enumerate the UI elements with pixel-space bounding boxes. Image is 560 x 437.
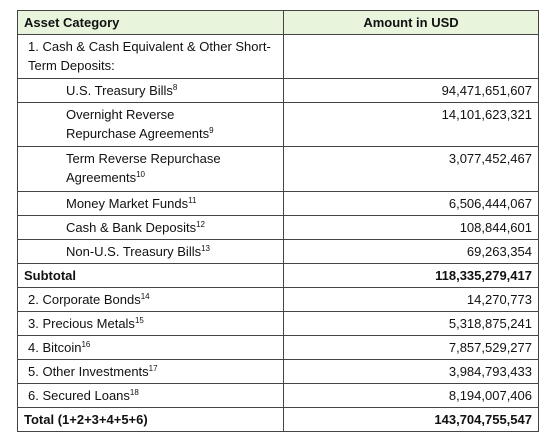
table-row: 3. Precious Metals15 5,318,875,241 bbox=[17, 311, 539, 336]
footnote-ref: 18 bbox=[129, 388, 139, 397]
table-row: U.S. Treasury Bills8 94,471,651,607 bbox=[17, 78, 539, 103]
amount-cell: 94,471,651,607 bbox=[283, 78, 539, 103]
footnote-ref: 10 bbox=[136, 170, 145, 179]
footnote-ref: 16 bbox=[81, 340, 91, 349]
category-cell: 4. Bitcoin16 bbox=[17, 335, 284, 360]
footnote-ref: 9 bbox=[209, 126, 214, 135]
amount-cell: 8,194,007,406 bbox=[283, 383, 539, 408]
table-row: 1. Cash & Cash Equivalent & Other Short-… bbox=[17, 34, 539, 79]
category-label: Overnight Reverse Repurchase Agreements bbox=[66, 107, 210, 141]
category-label: 6. Secured Loans bbox=[28, 388, 130, 403]
category-label: Non-U.S. Treasury Bills bbox=[66, 244, 202, 259]
amount-cell: 14,270,773 bbox=[283, 287, 539, 312]
amount-cell: 7,857,529,277 bbox=[283, 335, 539, 360]
category-label: Cash & Bank Deposits bbox=[66, 220, 197, 235]
table-row: Total (1+2+3+4+5+6) 143,704,755,547 bbox=[17, 407, 539, 432]
table-row: Overnight Reverse Repurchase Agreements9… bbox=[17, 102, 539, 147]
category-label: Total (1+2+3+4+5+6) bbox=[24, 412, 148, 427]
category-label: U.S. Treasury Bills bbox=[66, 83, 173, 98]
category-cell: 6. Secured Loans18 bbox=[17, 383, 284, 408]
amount-cell: 143,704,755,547 bbox=[283, 407, 539, 432]
category-cell: Overnight Reverse Repurchase Agreements9 bbox=[17, 102, 284, 147]
category-label: 1. Cash & Cash Equivalent & Other Short-… bbox=[28, 39, 271, 73]
amount-cell: 6,506,444,067 bbox=[283, 191, 539, 216]
asset-table: Asset Category Amount in USD 1. Cash & C… bbox=[17, 10, 539, 432]
category-cell: 5. Other Investments17 bbox=[17, 359, 284, 384]
table-row: Cash & Bank Deposits12 108,844,601 bbox=[17, 215, 539, 240]
footnote-ref: 11 bbox=[188, 196, 197, 205]
amount-cell: 3,984,793,433 bbox=[283, 359, 539, 384]
footnote-ref: 14 bbox=[140, 292, 150, 301]
table-row: Subtotal 118,335,279,417 bbox=[17, 263, 539, 288]
amount-cell: 3,077,452,467 bbox=[283, 146, 539, 192]
category-cell: 2. Corporate Bonds14 bbox=[17, 287, 284, 312]
header-row: Asset Category Amount in USD bbox=[17, 10, 539, 35]
category-cell: 3. Precious Metals15 bbox=[17, 311, 284, 336]
header-cell: Amount in USD bbox=[283, 10, 539, 35]
category-label: Subtotal bbox=[24, 268, 76, 283]
table-body: 1. Cash & Cash Equivalent & Other Short-… bbox=[17, 34, 539, 432]
category-cell: 1. Cash & Cash Equivalent & Other Short-… bbox=[17, 34, 284, 79]
category-cell: Money Market Funds11 bbox=[17, 191, 284, 216]
category-label: 3. Precious Metals bbox=[28, 316, 135, 331]
category-label: 2. Corporate Bonds bbox=[28, 292, 141, 307]
amount-cell: 69,263,354 bbox=[283, 239, 539, 264]
header-cell: Asset Category bbox=[17, 10, 284, 35]
amount-cell: 5,318,875,241 bbox=[283, 311, 539, 336]
category-cell: Subtotal bbox=[17, 263, 284, 288]
footnote-ref: 12 bbox=[196, 220, 205, 229]
category-cell: Total (1+2+3+4+5+6) bbox=[17, 407, 284, 432]
footnote-ref: 15 bbox=[134, 316, 144, 325]
category-label: 5. Other Investments bbox=[28, 364, 149, 379]
table-row: Non-U.S. Treasury Bills13 69,263,354 bbox=[17, 239, 539, 264]
table-row: 5. Other Investments17 3,984,793,433 bbox=[17, 359, 539, 384]
table-row: 4. Bitcoin16 7,857,529,277 bbox=[17, 335, 539, 360]
table-row: Term Reverse Repurchase Agreements10 3,07… bbox=[17, 146, 539, 192]
category-cell: Term Reverse Repurchase Agreements10 bbox=[17, 146, 284, 192]
footnote-ref: 13 bbox=[201, 244, 210, 253]
amount-cell bbox=[283, 34, 539, 79]
amount-cell: 118,335,279,417 bbox=[283, 263, 539, 288]
table-row: Money Market Funds11 6,506,444,067 bbox=[17, 191, 539, 216]
category-cell: Cash & Bank Deposits12 bbox=[17, 215, 284, 240]
category-cell: Non-U.S. Treasury Bills13 bbox=[17, 239, 284, 264]
category-label: 4. Bitcoin bbox=[28, 340, 82, 355]
footnote-ref: 17 bbox=[148, 364, 158, 373]
amount-cell: 14,101,623,321 bbox=[283, 102, 539, 147]
table-row: 2. Corporate Bonds14 14,270,773 bbox=[17, 287, 539, 312]
amount-cell: 108,844,601 bbox=[283, 215, 539, 240]
category-cell: U.S. Treasury Bills8 bbox=[17, 78, 284, 103]
footnote-ref: 8 bbox=[172, 83, 178, 92]
category-label: Term Reverse Repurchase Agreements bbox=[66, 151, 221, 185]
category-label: Money Market Funds bbox=[66, 196, 189, 211]
table-row: 6. Secured Loans18 8,194,007,406 bbox=[17, 383, 539, 408]
